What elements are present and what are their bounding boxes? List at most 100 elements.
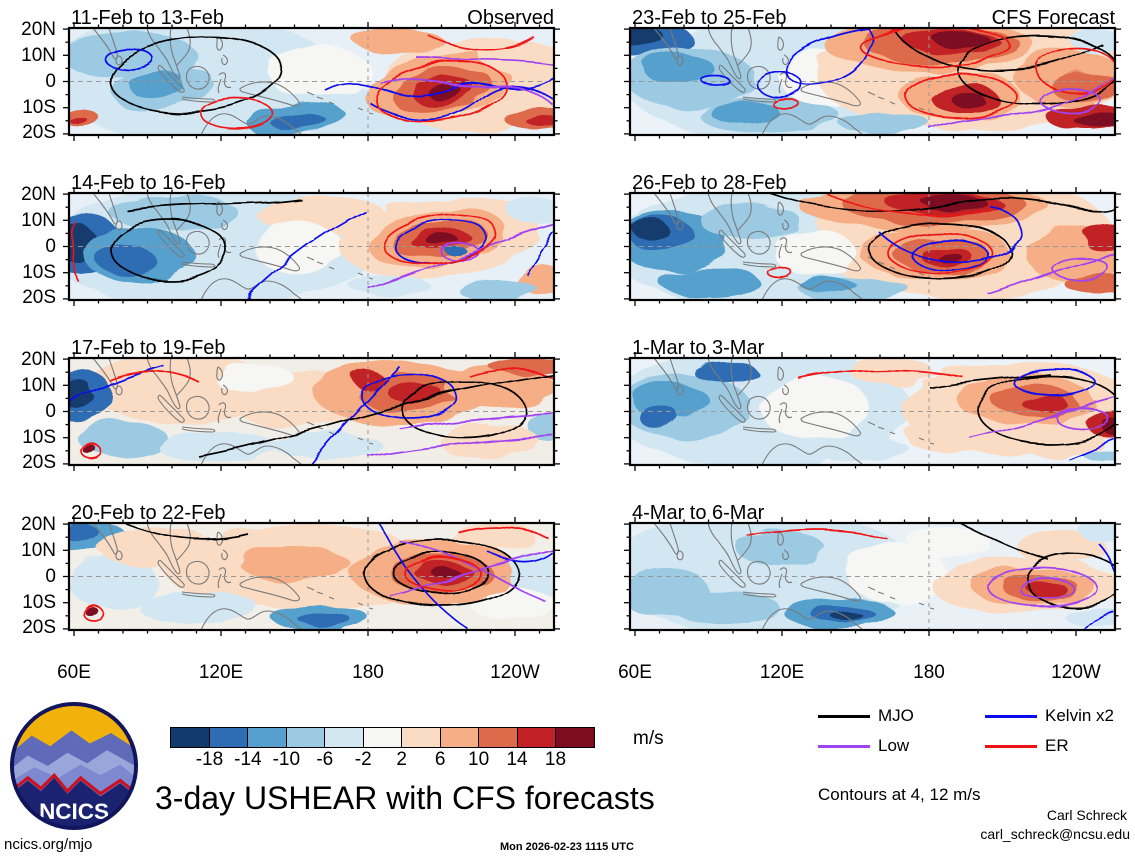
colorbar-tick: 6 [434, 749, 446, 770]
lat-label: 0 [45, 70, 56, 92]
map-panel [63, 352, 560, 471]
panel-header: 23-Feb to 25-Feb CFS Forecast [630, 2, 1115, 28]
colorbar-tick-labels: -18 -14 -10 -6 -2 2 6 10 14 18 [171, 749, 594, 771]
ncics-logo: NCICS [9, 701, 139, 831]
lat-label: 20S [22, 122, 56, 143]
panel-title: 1-Mar to 3-Mar [632, 337, 765, 359]
lon-label: 180 [352, 662, 384, 683]
lon-label: 120E [759, 662, 805, 683]
panel-header: 20-Feb to 22-Feb [69, 497, 554, 523]
lat-axis-labels: 20N 10N 0 10S 20S [0, 184, 62, 308]
lat-label: 10N [21, 44, 56, 66]
lat-axis-labels: 20N 10N 0 10S 20S [0, 349, 62, 473]
footer-block: NCICS -18 -14 -10 -6 -2 2 6 10 14 18 m/s 3-day US… [0, 690, 1135, 860]
panel-row-4: 20-Feb to 22-Feb 20N 10N 0 10S 20S 4-Mar to … [0, 495, 1135, 660]
colorbar [170, 727, 595, 748]
map-panel [624, 352, 1121, 471]
lon-axis-labels-right: 60E 120E 180 120W [618, 660, 1115, 688]
lon-label: 60E [618, 662, 652, 683]
panel-header: 14-Feb to 16-Feb [69, 167, 554, 193]
colorbar-tick: 2 [396, 749, 407, 770]
lat-label: 10N [21, 539, 56, 561]
er-line-swatch [985, 744, 1037, 748]
colorbar-tick: 14 [506, 749, 528, 770]
panel-row-1: 11-Feb to 13-Feb Observed 20N 10N 0 10S 20S … [0, 0, 1135, 165]
logo-ridge-line [11, 772, 137, 798]
kelvin-line-swatch [985, 714, 1037, 718]
legend-item-mjo: MJO [818, 706, 914, 726]
map-plot [624, 517, 1121, 636]
lon-label: 120W [1051, 662, 1101, 683]
panel-title: 4-Mar to 6-Mar [632, 502, 765, 524]
lat-label: 0 [45, 565, 56, 587]
map-plot [624, 352, 1121, 471]
lon-label: 180 [913, 662, 945, 683]
map-plot [63, 352, 560, 471]
colorbar-segment [440, 728, 480, 747]
colorbar-segment [402, 728, 441, 747]
colorbar-segment [171, 728, 210, 747]
figure-title: 3-day USHEAR with CFS forecasts [155, 780, 655, 816]
colorbar-tick: -2 [354, 749, 372, 770]
panel-title: 26-Feb to 28-Feb [632, 172, 787, 194]
lon-axis-labels-left: 60E 120E 180 120W [57, 660, 554, 688]
lat-label: 0 [45, 400, 56, 422]
colorbar-tick: 18 [544, 749, 567, 770]
map-panel [63, 22, 560, 141]
lat-label: 20N [21, 184, 56, 205]
map-plot [63, 517, 560, 636]
colorbar-tick: -10 [272, 749, 301, 770]
lat-axis-labels: 20N 10N 0 10S 20S [0, 514, 62, 638]
colorbar-segment [248, 728, 287, 747]
lat-axis-labels: 20N 10N 0 10S 20S [0, 19, 62, 143]
map-panel [63, 187, 560, 306]
lat-label: 10S [22, 96, 56, 118]
colorbar-segment [517, 728, 557, 747]
author-credit: Carl Schreck [1046, 807, 1127, 823]
timestamp: Mon 2026-02-23 1115 UTC [500, 841, 634, 853]
panel-title: 14-Feb to 16-Feb [71, 172, 226, 194]
map-plot [624, 22, 1121, 141]
map-panel [624, 517, 1121, 636]
colorbar-tick: -6 [316, 749, 334, 770]
column-tag-forecast: CFS Forecast [991, 7, 1115, 29]
lon-label: 120W [490, 662, 540, 683]
colorbar-tick: -14 [234, 749, 262, 770]
author-email: carl_schreck@ncsu.edu [980, 826, 1130, 842]
colorbar-segment [363, 728, 403, 747]
lat-label: 0 [45, 235, 56, 257]
lat-label: 10S [22, 591, 56, 613]
map-panel [63, 517, 560, 636]
map-plot [63, 22, 560, 141]
column-tag-observed: Observed [467, 7, 554, 29]
panel-row-2: 14-Feb to 16-Feb 20N 10N 0 10S 20S 26-Feb to… [0, 165, 1135, 330]
legend-item-low: Low [818, 736, 909, 756]
colorbar-segment [209, 728, 249, 747]
low-line-swatch [818, 744, 870, 748]
panel-title: 11-Feb to 13-Feb [71, 7, 225, 29]
lat-label: 20S [22, 287, 56, 308]
colorbar-tick: -18 [195, 749, 224, 770]
map-panel [624, 22, 1121, 141]
colorbar-segment [556, 728, 595, 747]
lon-label: 60E [57, 662, 91, 683]
panel-row-3: 17-Feb to 19-Feb 20N 10N 0 10S 20S 1-Mar to … [0, 330, 1135, 495]
lat-label: 10N [21, 209, 56, 231]
panel-title: 17-Feb to 19-Feb [71, 337, 226, 359]
panel-title: 23-Feb to 25-Feb [632, 7, 787, 29]
panel-title: 20-Feb to 22-Feb [71, 502, 226, 524]
lat-label: 10S [22, 261, 56, 283]
panel-header: 17-Feb to 19-Feb [69, 332, 554, 358]
lat-label: 20N [21, 19, 56, 40]
colorbar-tick: 10 [468, 749, 490, 770]
site-url: ncics.org/mjo [4, 836, 93, 853]
map-plot [624, 187, 1121, 306]
lon-label: 120E [198, 662, 244, 683]
colorbar-segment [325, 728, 364, 747]
colorbar-segment [479, 728, 518, 747]
contours-note: Contours at 4, 12 m/s [818, 785, 981, 804]
panel-header: 11-Feb to 13-Feb Observed [69, 2, 554, 28]
lat-label: 10N [21, 374, 56, 396]
legend-item-er: ER [985, 736, 1069, 756]
